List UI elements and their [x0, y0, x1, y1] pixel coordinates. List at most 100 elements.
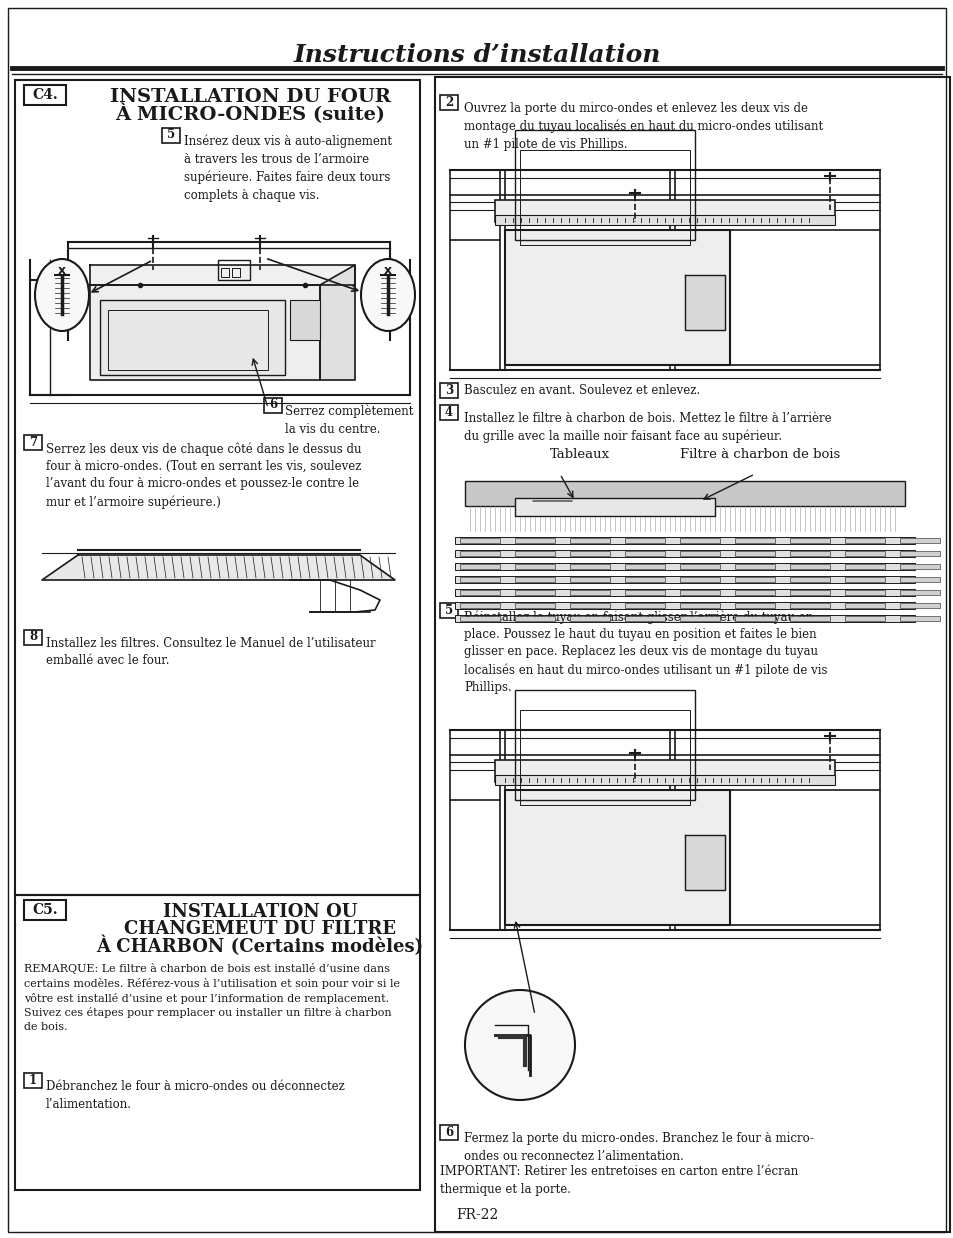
Text: 3: 3 [444, 384, 453, 396]
Polygon shape [504, 230, 729, 365]
Bar [734, 551, 774, 556]
Bar [844, 591, 884, 595]
Bar [569, 551, 609, 556]
Text: x: x [58, 265, 66, 277]
Bar [624, 539, 664, 543]
Bar [844, 551, 884, 556]
Bar [439, 405, 457, 420]
Bar [899, 539, 939, 543]
Bar [515, 565, 555, 569]
Bar [455, 589, 914, 595]
Bar [24, 435, 42, 449]
Bar [569, 591, 609, 595]
Polygon shape [504, 790, 729, 925]
Bar [844, 577, 884, 582]
Text: Instructions d’installation: Instructions d’installation [293, 43, 660, 67]
Text: À MICRO-ONDES (suite): À MICRO-ONDES (suite) [115, 104, 385, 124]
Bar [439, 95, 457, 110]
Bar [679, 539, 720, 543]
Text: FR-22: FR-22 [456, 1208, 497, 1222]
Bar [459, 539, 499, 543]
Text: 6: 6 [269, 399, 276, 411]
Bar [439, 603, 457, 618]
Bar [569, 565, 609, 569]
Circle shape [464, 990, 575, 1101]
Bar [515, 591, 555, 595]
Bar [844, 617, 884, 621]
Text: Installez le filtre à charbon de bois. Mettez le filtre à l’arrière
du grille av: Installez le filtre à charbon de bois. M… [463, 412, 831, 443]
Text: Réinstallez le tuyau en faisant glisser l’arrière du tuyau en
place. Poussez le : Réinstallez le tuyau en faisant glisser … [463, 610, 826, 695]
Bar [899, 577, 939, 582]
Text: 2: 2 [444, 95, 453, 109]
Polygon shape [42, 555, 395, 579]
Bar [15, 80, 419, 895]
Bar [100, 300, 285, 375]
Bar [495, 201, 834, 222]
Bar [515, 690, 695, 800]
Bar [459, 577, 499, 582]
Bar [439, 383, 457, 397]
Bar [519, 711, 689, 805]
Bar [844, 539, 884, 543]
Bar [495, 215, 834, 225]
Bar [515, 617, 555, 621]
Bar [789, 551, 829, 556]
Bar [569, 603, 609, 608]
Bar [624, 577, 664, 582]
Text: Basculez en avant. Soulevez et enlevez.: Basculez en avant. Soulevez et enlevez. [463, 384, 700, 396]
Bar [24, 900, 66, 920]
Bar [624, 551, 664, 556]
Text: Serrez les deux vis de chaque côté dans le dessus du
four à micro-ondes. (Tout e: Serrez les deux vis de chaque côté dans … [46, 442, 361, 509]
Polygon shape [90, 285, 319, 380]
Bar [459, 591, 499, 595]
Text: Filtre à charbon de bois: Filtre à charbon de bois [679, 448, 840, 462]
Bar [495, 775, 834, 785]
Bar [459, 617, 499, 621]
Bar [789, 617, 829, 621]
Bar [24, 85, 66, 105]
Bar [108, 310, 268, 370]
Bar [789, 539, 829, 543]
Text: 6: 6 [444, 1125, 453, 1139]
Bar [734, 577, 774, 582]
Bar [455, 602, 914, 609]
Bar [221, 267, 229, 277]
Bar [734, 617, 774, 621]
Bar [624, 603, 664, 608]
Bar [495, 760, 834, 782]
Text: 1: 1 [29, 1073, 37, 1087]
Text: Débranchez le four à micro-ondes ou déconnectez
l’alimentation.: Débranchez le four à micro-ondes ou déco… [46, 1080, 344, 1110]
Bar [459, 603, 499, 608]
Text: Serrez complètement
la vis du centre.: Serrez complètement la vis du centre. [285, 405, 413, 436]
Bar [569, 617, 609, 621]
Bar [734, 591, 774, 595]
Bar [162, 128, 180, 144]
Bar [515, 603, 555, 608]
Text: 8: 8 [29, 630, 37, 644]
Bar [844, 603, 884, 608]
Text: REMARQUE: Le filtre à charbon de bois est installé d’usine dans
certains modèles: REMARQUE: Le filtre à charbon de bois es… [24, 963, 399, 1031]
Text: C5.: C5. [32, 903, 58, 917]
Bar [264, 397, 282, 413]
Bar [218, 260, 250, 280]
Polygon shape [684, 834, 724, 890]
Text: À CHARBON (Certains modèles): À CHARBON (Certains modèles) [96, 936, 423, 956]
Polygon shape [319, 265, 355, 380]
Polygon shape [684, 275, 724, 331]
Bar [734, 539, 774, 543]
Bar [15, 895, 419, 1190]
Bar [439, 1125, 457, 1140]
Text: Installez les filtres. Consultez le Manuel de l’utilisateur
emballé avec le four: Installez les filtres. Consultez le Manu… [46, 638, 375, 667]
Text: Ouvrez la porte du mirco-ondes et enlevez les deux vis de
montage du tuyau local: Ouvrez la porte du mirco-ondes et enleve… [463, 102, 822, 151]
Bar [459, 565, 499, 569]
Text: 5: 5 [444, 603, 453, 617]
Bar [455, 615, 914, 621]
Bar [734, 603, 774, 608]
Text: 7: 7 [29, 436, 37, 448]
Bar [515, 551, 555, 556]
Bar [679, 591, 720, 595]
Bar [679, 565, 720, 569]
Bar [789, 591, 829, 595]
Bar [435, 77, 949, 1232]
Bar [899, 603, 939, 608]
